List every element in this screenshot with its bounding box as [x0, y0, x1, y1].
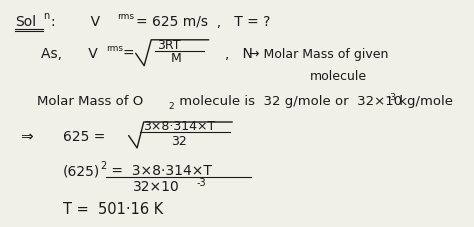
- Text: (625): (625): [63, 164, 100, 178]
- Text: molecule: molecule: [310, 70, 367, 83]
- Text: 2: 2: [169, 101, 174, 110]
- Text: Molar Mass of O: Molar Mass of O: [36, 95, 143, 108]
- Text: n: n: [43, 11, 49, 21]
- Text: ⇒: ⇒: [20, 128, 33, 143]
- Text: rms: rms: [106, 44, 123, 53]
- Text: 32: 32: [171, 134, 187, 147]
- Text: T =  501·16 K: T = 501·16 K: [63, 201, 163, 216]
- Text: rms: rms: [117, 12, 134, 20]
- Text: → Molar Mass of given: → Molar Mass of given: [249, 48, 388, 61]
- Text: As,      V: As, V: [41, 47, 98, 61]
- Text: =: =: [123, 47, 135, 61]
- Text: kg/mole: kg/mole: [395, 95, 453, 108]
- Text: 32×10: 32×10: [133, 179, 180, 193]
- Text: Sol: Sol: [16, 15, 36, 29]
- Text: =  3×8·314×T: = 3×8·314×T: [108, 164, 212, 178]
- Text: 3RT: 3RT: [157, 39, 181, 52]
- Text: :        V: : V: [51, 15, 100, 29]
- Text: = 625 m/s  ,   T = ?: = 625 m/s , T = ?: [136, 15, 270, 29]
- Text: 3×8·314×T: 3×8·314×T: [143, 119, 215, 132]
- Text: ,   N: , N: [225, 47, 253, 61]
- Text: -3: -3: [197, 177, 207, 187]
- Text: 625 =: 625 =: [63, 129, 105, 143]
- Text: -3: -3: [388, 92, 397, 101]
- Text: molecule is  32 g/mole or  32×10: molecule is 32 g/mole or 32×10: [175, 95, 402, 108]
- Text: M: M: [171, 52, 182, 64]
- Text: 2: 2: [100, 160, 107, 170]
